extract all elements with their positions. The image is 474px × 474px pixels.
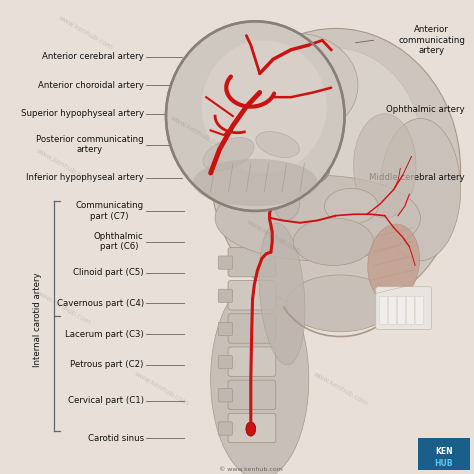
FancyBboxPatch shape [415,296,424,324]
Ellipse shape [210,28,461,313]
Text: Anterior
communicating
artery: Anterior communicating artery [398,26,465,55]
FancyBboxPatch shape [228,314,276,343]
Ellipse shape [210,280,309,474]
Text: Ophthalmic
part (C6): Ophthalmic part (C6) [94,232,144,251]
Ellipse shape [368,224,419,302]
Text: Communicating
part (C7): Communicating part (C7) [75,201,144,220]
Text: Superior hypophyseal artery: Superior hypophyseal artery [20,109,144,118]
Text: Inferior hypophyseal artery: Inferior hypophyseal artery [26,173,144,182]
Ellipse shape [380,118,461,261]
Ellipse shape [293,218,374,265]
FancyBboxPatch shape [379,296,388,324]
Text: www.kenhub.com: www.kenhub.com [312,371,368,407]
FancyBboxPatch shape [228,347,276,376]
Text: Lacerum part (C3): Lacerum part (C3) [65,330,144,338]
Ellipse shape [286,275,393,332]
Ellipse shape [273,182,300,220]
FancyBboxPatch shape [228,247,276,277]
Text: Cervical part (C1): Cervical part (C1) [68,396,144,405]
Text: www.kenhub.com: www.kenhub.com [35,290,91,326]
Ellipse shape [203,137,254,171]
Ellipse shape [246,422,255,436]
FancyBboxPatch shape [376,287,432,329]
Text: Anterior choroidal artery: Anterior choroidal artery [38,81,144,90]
Ellipse shape [292,156,326,180]
Text: Internal carotid artery: Internal carotid artery [33,273,42,367]
FancyBboxPatch shape [218,322,233,336]
Ellipse shape [259,223,305,365]
FancyBboxPatch shape [397,296,406,324]
Text: Middle cerebral artery: Middle cerebral artery [369,173,465,182]
FancyBboxPatch shape [418,438,470,470]
Text: HUB: HUB [434,459,453,468]
Text: Posterior communicating
artery: Posterior communicating artery [36,135,144,154]
FancyBboxPatch shape [228,413,276,443]
Text: Ophthalmic artery: Ophthalmic artery [386,105,465,113]
Text: Cavernous part (C4): Cavernous part (C4) [56,299,144,308]
Text: www.kenhub.com: www.kenhub.com [35,148,91,184]
Text: Carotid sinus: Carotid sinus [88,434,144,443]
Ellipse shape [283,151,330,185]
Text: www.kenhub.com: www.kenhub.com [169,115,226,151]
FancyBboxPatch shape [406,296,415,324]
FancyBboxPatch shape [218,256,233,269]
FancyBboxPatch shape [218,356,233,369]
Text: Petrous part (C2): Petrous part (C2) [70,361,144,369]
Ellipse shape [233,33,358,137]
Ellipse shape [193,159,318,206]
Text: www.kenhub.com: www.kenhub.com [245,219,301,255]
Text: www.kenhub.com: www.kenhub.com [57,15,114,51]
Ellipse shape [242,47,420,237]
Circle shape [166,21,345,211]
FancyBboxPatch shape [228,281,276,310]
Text: Anterior cerebral artery: Anterior cerebral artery [42,53,144,61]
FancyBboxPatch shape [228,380,276,410]
Ellipse shape [354,114,416,218]
Ellipse shape [256,132,300,157]
FancyBboxPatch shape [388,296,397,324]
Ellipse shape [215,175,420,261]
Text: Clinoid part (C5): Clinoid part (C5) [73,268,144,277]
FancyBboxPatch shape [218,422,233,435]
FancyBboxPatch shape [218,289,233,302]
Text: © www.kenhub.com: © www.kenhub.com [219,466,283,472]
FancyBboxPatch shape [218,389,233,402]
Circle shape [202,40,327,173]
Text: www.kenhub.com: www.kenhub.com [133,371,190,407]
Text: KEN: KEN [435,447,453,456]
Ellipse shape [325,189,378,224]
